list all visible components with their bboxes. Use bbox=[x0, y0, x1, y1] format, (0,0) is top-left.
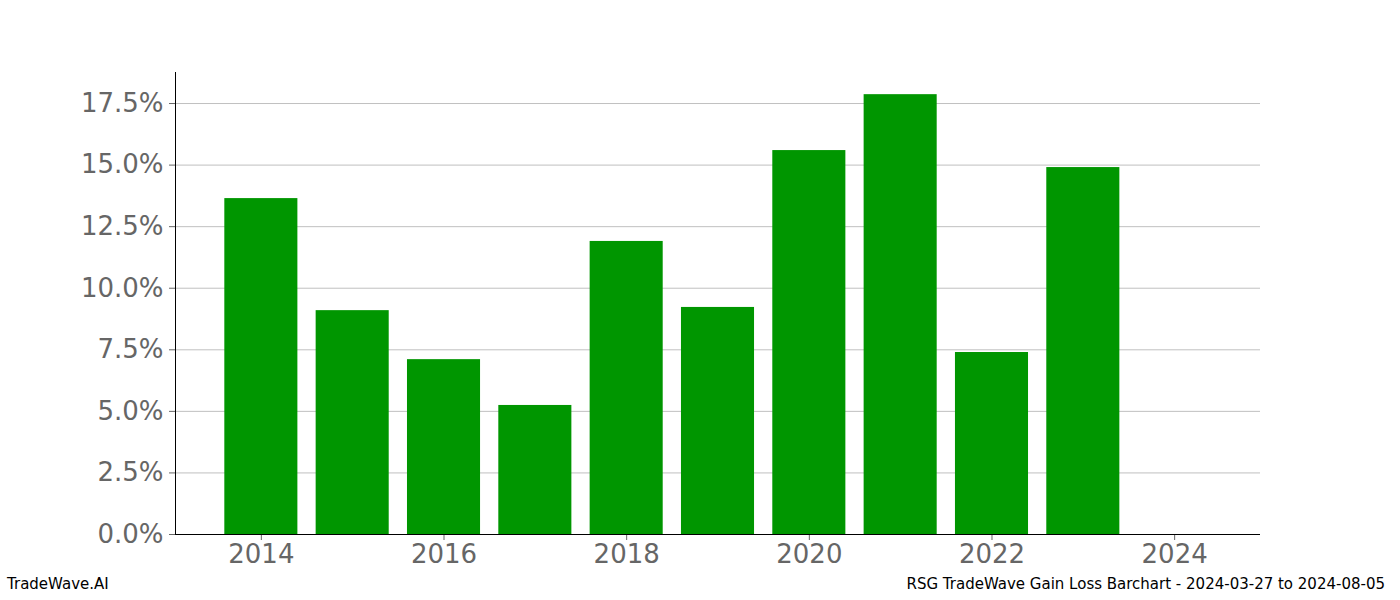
svg-text:2.5%: 2.5% bbox=[97, 457, 163, 487]
html-text:TradeWave.AI: TradeWave.AI bbox=[7, 575, 109, 593]
svg-text:2014: 2014 bbox=[228, 539, 294, 569]
svg-text:10.0%: 10.0% bbox=[81, 273, 164, 303]
svg-text:2022: 2022 bbox=[959, 539, 1025, 569]
svg-text:15.0%: 15.0% bbox=[81, 149, 164, 179]
svg-text:2024: 2024 bbox=[1142, 539, 1208, 569]
html-text:RSG TradeWave Gain Loss Barcha: RSG TradeWave Gain Loss Barchart - 2024-… bbox=[906, 575, 1385, 593]
svg-text:7.5%: 7.5% bbox=[97, 334, 163, 364]
svg-text:5.0%: 5.0% bbox=[97, 396, 163, 426]
svg-text:17.5%: 17.5% bbox=[81, 88, 164, 118]
svg-text:2016: 2016 bbox=[411, 539, 477, 569]
svg-text:0.0%: 0.0% bbox=[97, 519, 163, 549]
svg-text:12.5%: 12.5% bbox=[81, 211, 164, 241]
svg-text:2018: 2018 bbox=[594, 539, 660, 569]
svg-text:2020: 2020 bbox=[776, 539, 842, 569]
